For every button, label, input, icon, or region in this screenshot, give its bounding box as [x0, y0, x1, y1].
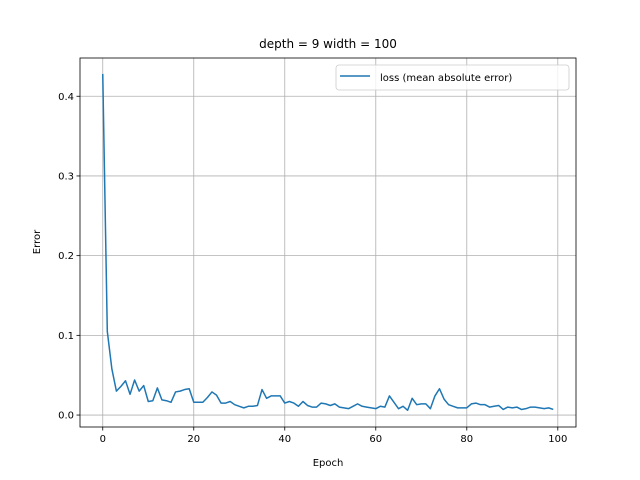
- x-tick-label: 60: [369, 434, 382, 445]
- series-layer: [102, 73, 554, 412]
- legend-box: [335, 64, 570, 91]
- x-tick-label: 0: [100, 434, 106, 445]
- y-tick-label: 0.2: [58, 251, 74, 262]
- x-tick-label: 40: [278, 434, 291, 445]
- x-tick-label: 100: [548, 434, 567, 445]
- legend-label: loss (mean absolute error): [380, 73, 512, 84]
- y-tick-label: 0.0: [58, 411, 74, 422]
- y-tick-label: 0.3: [58, 171, 74, 182]
- y-axis-label: Error: [32, 229, 43, 254]
- x-axis-ticks: 0 20 40 60 80 100: [100, 427, 567, 445]
- legend: loss (mean absolute error): [335, 64, 570, 91]
- y-tick-label: 0.4: [58, 92, 74, 103]
- grid: [80, 58, 576, 427]
- x-axis-label: Epoch: [313, 458, 344, 469]
- y-tick-label: 0.1: [58, 331, 74, 342]
- axes-frame: [79, 57, 577, 428]
- series-line: [102, 73, 554, 412]
- chart-title: depth = 9 width = 100: [259, 37, 397, 51]
- x-tick-label: 20: [187, 434, 200, 445]
- y-axis-ticks: 0.0 0.1 0.2 0.3 0.4: [58, 92, 80, 422]
- x-tick-label: 80: [460, 434, 473, 445]
